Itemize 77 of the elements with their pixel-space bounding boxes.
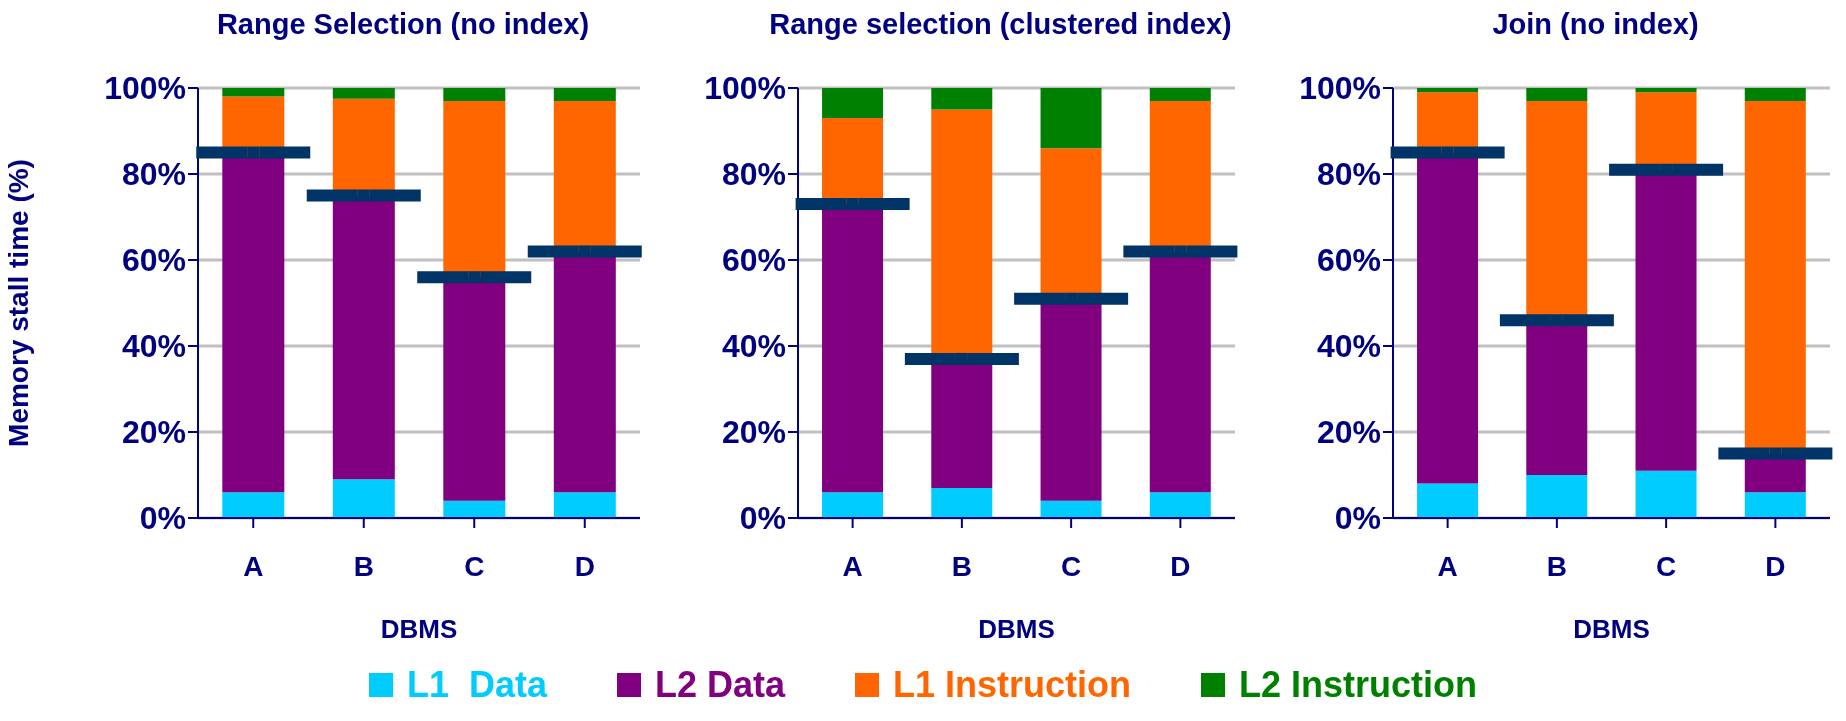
bar xyxy=(1417,483,1479,518)
bar xyxy=(1149,88,1211,101)
point xyxy=(846,198,859,211)
bar xyxy=(553,492,616,518)
x-tick-label: A xyxy=(243,550,264,582)
y-tick-label: 80% xyxy=(121,156,186,193)
x-tick-label: B xyxy=(1546,550,1567,582)
x-tick-label: A xyxy=(1437,550,1458,582)
chart-title: Range Selection (no index) xyxy=(215,8,591,42)
point xyxy=(955,352,968,365)
point xyxy=(1441,146,1454,159)
bar xyxy=(1040,88,1102,149)
y-tick-label: 20% xyxy=(121,414,186,451)
point xyxy=(1065,292,1078,305)
bar xyxy=(222,492,285,518)
bar xyxy=(1526,88,1588,101)
x-tick-label: C xyxy=(1656,550,1677,582)
bar xyxy=(1417,88,1479,93)
x-axis-title: DBMS xyxy=(978,614,1055,644)
y-tick-label: 60% xyxy=(121,242,186,279)
chart-title: Join (no index) xyxy=(1491,8,1700,42)
y-tick-label: 60% xyxy=(721,242,786,279)
bar xyxy=(931,88,993,110)
point xyxy=(1769,447,1782,460)
point xyxy=(357,189,370,202)
point xyxy=(1660,163,1673,176)
bar xyxy=(1526,475,1588,518)
x-tick-label: B xyxy=(951,550,972,582)
y-tick-label: 100% xyxy=(704,70,786,107)
legend-label: L1 Instruction xyxy=(893,664,1132,706)
bar xyxy=(1744,492,1806,518)
bar xyxy=(1635,88,1697,93)
legend-label: L2 Data xyxy=(654,664,786,706)
y-tick-label: 60% xyxy=(1316,242,1381,279)
bar xyxy=(1744,88,1806,101)
bar xyxy=(443,500,506,518)
bar xyxy=(1149,492,1211,518)
point xyxy=(578,245,591,258)
bar xyxy=(222,88,285,97)
x-tick-label: D xyxy=(574,550,595,582)
legend-label: L2 Instruction xyxy=(1239,664,1478,706)
x-tick-label: C xyxy=(1061,550,1082,582)
point xyxy=(247,146,260,159)
bar xyxy=(1040,500,1102,518)
x-tick-label: B xyxy=(353,550,374,582)
legend-label: L1 Data xyxy=(406,664,547,706)
bar xyxy=(822,88,884,119)
y-tick-label: 40% xyxy=(721,328,786,365)
y-tick-label: 80% xyxy=(1316,156,1381,193)
y-tick-label: 20% xyxy=(721,414,786,451)
bar xyxy=(332,479,395,518)
y-tick-label: 40% xyxy=(121,328,186,365)
x-tick-label: C xyxy=(464,550,485,582)
bar xyxy=(332,88,395,99)
y-axis-title: Memory stall time (%) xyxy=(2,159,34,447)
y-tick-label: 0% xyxy=(139,500,186,537)
y-tick-label: 80% xyxy=(721,156,786,193)
bar xyxy=(931,487,993,518)
y-tick-label: 20% xyxy=(1316,414,1381,451)
y-tick-label: 100% xyxy=(1299,70,1381,107)
x-axis-title: DBMS xyxy=(380,614,458,644)
y-tick-label: 40% xyxy=(1316,328,1381,365)
point xyxy=(1174,245,1187,258)
bar xyxy=(443,88,506,101)
x-tick-label: D xyxy=(1170,550,1191,582)
x-axis-title: DBMS xyxy=(1573,614,1650,644)
bar xyxy=(822,492,884,518)
y-tick-label: 0% xyxy=(1334,500,1381,537)
point xyxy=(1550,314,1563,327)
x-tick-label: A xyxy=(842,550,863,582)
bar xyxy=(553,88,616,101)
bar xyxy=(1635,470,1697,518)
x-tick-label: D xyxy=(1765,550,1786,582)
point xyxy=(468,271,481,284)
y-tick-label: 0% xyxy=(739,500,786,537)
y-tick-label: 100% xyxy=(104,70,186,107)
chart-title: Range selection (clustered index) xyxy=(768,8,1233,42)
